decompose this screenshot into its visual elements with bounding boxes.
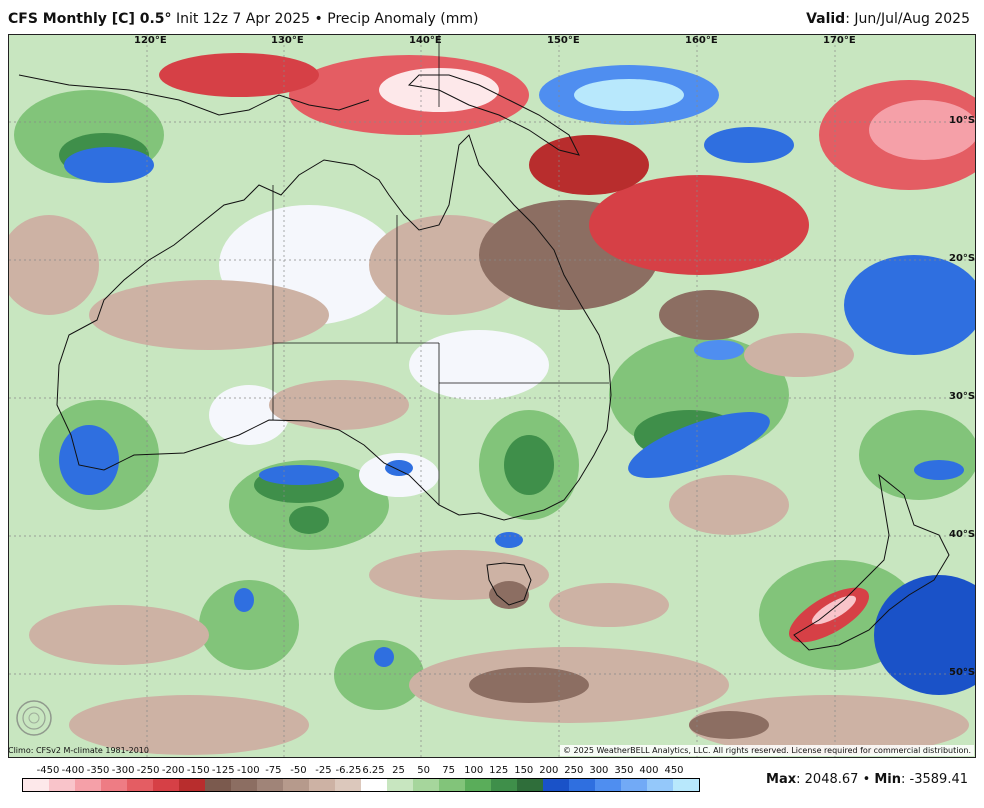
valid-value: : Jun/Jul/Aug 2025 <box>845 11 970 27</box>
colorbar-tick-label: -250 <box>136 765 160 776</box>
lon-label-140: 140°E <box>409 35 442 46</box>
coastlines <box>18 74 950 651</box>
state-borders <box>272 35 609 505</box>
colorbar <box>22 778 700 792</box>
colorbar-swatch <box>595 779 621 791</box>
colorbar-tick-label: 125 <box>489 765 509 776</box>
colorbar-tick-label: 400 <box>639 765 659 776</box>
colorbar-swatch <box>673 779 699 791</box>
lon-label-130: 130°E <box>271 35 304 46</box>
colorbar-swatch <box>569 779 595 791</box>
logo-mark <box>16 700 52 736</box>
lat-label-30: 30°S <box>949 391 976 402</box>
new-zealand-coastline <box>793 473 950 651</box>
precip-anomaly-map: 120°E 130°E 140°E 150°E 160°E 170°E 10°S… <box>8 34 976 758</box>
colorbar-swatch <box>283 779 309 791</box>
colorbar-swatch <box>387 779 413 791</box>
colorbar-swatch <box>465 779 491 791</box>
indonesia-coastline <box>18 74 370 116</box>
australia-coastline <box>56 134 612 521</box>
tasmania-coastline <box>486 562 532 606</box>
colorbar-tick-label: -100 <box>236 765 260 776</box>
colorbar-swatch <box>153 779 179 791</box>
climo-note: Climo: CFSv2 M-climate 1981-2010 <box>8 746 149 755</box>
max-label: Max <box>766 772 797 787</box>
colorbar-tick-label: 25 <box>392 765 405 776</box>
colorbar-tick-label: -450 <box>36 765 60 776</box>
max-value: : 2048.67 <box>796 772 859 787</box>
colorbar-swatch <box>23 779 49 791</box>
colorbar-tick-label: 250 <box>564 765 584 776</box>
colorbar-tick-label: 6.25 <box>362 765 385 776</box>
colorbar-tick-label: -150 <box>186 765 210 776</box>
colorbar-swatch <box>361 779 387 791</box>
colorbar-tick-label: -25 <box>315 765 332 776</box>
colorbar-tick-label: 300 <box>589 765 609 776</box>
colorbar-tick-label: 75 <box>442 765 455 776</box>
max-min-bullet: • <box>862 772 871 787</box>
colorbar-tick-label: -300 <box>111 765 135 776</box>
blue-wet-regions <box>59 65 975 695</box>
colorbar-tick-label: 50 <box>417 765 430 776</box>
lon-label-150: 150°E <box>547 35 580 46</box>
colorbar-swatch <box>127 779 153 791</box>
copyright-note: © 2025 WeatherBELL Analytics, LLC. All r… <box>560 745 974 756</box>
colorbar-swatch <box>179 779 205 791</box>
colorbar-tick-label: -6.25 <box>335 765 362 776</box>
colorbar-swatch <box>491 779 517 791</box>
colorbar-tick-label: -350 <box>86 765 110 776</box>
title-bullet: • <box>314 11 323 27</box>
colorbar-swatch <box>309 779 335 791</box>
new-guinea-coastline <box>407 74 580 156</box>
colorbar-tick-label: 450 <box>664 765 684 776</box>
colorbar-tick-label: -75 <box>265 765 282 776</box>
lon-label-120: 120°E <box>134 35 167 46</box>
colorbar-tick-label: 150 <box>514 765 534 776</box>
colorbar-swatch <box>439 779 465 791</box>
colorbar-tick-label: -50 <box>290 765 307 776</box>
field-name: Precip Anomaly (mm) <box>327 11 479 27</box>
colorbar-swatch <box>335 779 361 791</box>
colorbar-tick-label: -400 <box>61 765 85 776</box>
lat-label-50: 50°S <box>949 667 976 678</box>
dry-anomaly-regions <box>9 215 969 755</box>
valid-period: Valid: Jun/Jul/Aug 2025 <box>806 11 970 27</box>
colorbar-tick-label: 200 <box>539 765 559 776</box>
min-value: : -3589.41 <box>901 772 968 787</box>
colorbar-swatch <box>205 779 231 791</box>
colorbar-tick-label: -125 <box>211 765 235 776</box>
weatherbell-logo <box>14 698 98 738</box>
colorbar-tick-label: 100 <box>464 765 484 776</box>
colorbar-swatch <box>647 779 673 791</box>
map-canvas <box>9 35 975 757</box>
lat-label-20: 20°S <box>949 253 976 264</box>
colorbar-tick-label: 350 <box>614 765 634 776</box>
colorbar-ticks: -450 -400 -350 -300 -250 -200 -150 -125 -100 -75-… <box>22 765 700 777</box>
colorbar-swatch <box>231 779 257 791</box>
colorbar-swatch <box>257 779 283 791</box>
valid-label: Valid <box>806 11 846 27</box>
chart-title: CFS Monthly [C] 0.5° Init 12z 7 Apr 2025… <box>8 11 479 27</box>
colorbar-swatch <box>517 779 543 791</box>
min-label: Min <box>874 772 902 787</box>
colorbar-swatch <box>49 779 75 791</box>
lon-label-160: 160°E <box>685 35 718 46</box>
degree-symbol: ° <box>164 11 172 27</box>
colorbar-swatch <box>75 779 101 791</box>
init-time: Init 12z 7 Apr 2025 <box>175 11 311 27</box>
lat-label-10: 10°S <box>949 115 976 126</box>
model-name: CFS Monthly [C] 0.5 <box>8 11 165 27</box>
colorbar-swatch <box>621 779 647 791</box>
graticule <box>9 35 975 757</box>
colorbar-tick-label: -200 <box>161 765 185 776</box>
colorbar-swatch <box>543 779 569 791</box>
max-min-readout: Max: 2048.67 • Min: -3589.41 <box>766 772 968 787</box>
colorbar-swatch <box>101 779 127 791</box>
lat-label-40: 40°S <box>949 529 976 540</box>
lon-label-170: 170°E <box>823 35 856 46</box>
colorbar-swatch <box>413 779 439 791</box>
